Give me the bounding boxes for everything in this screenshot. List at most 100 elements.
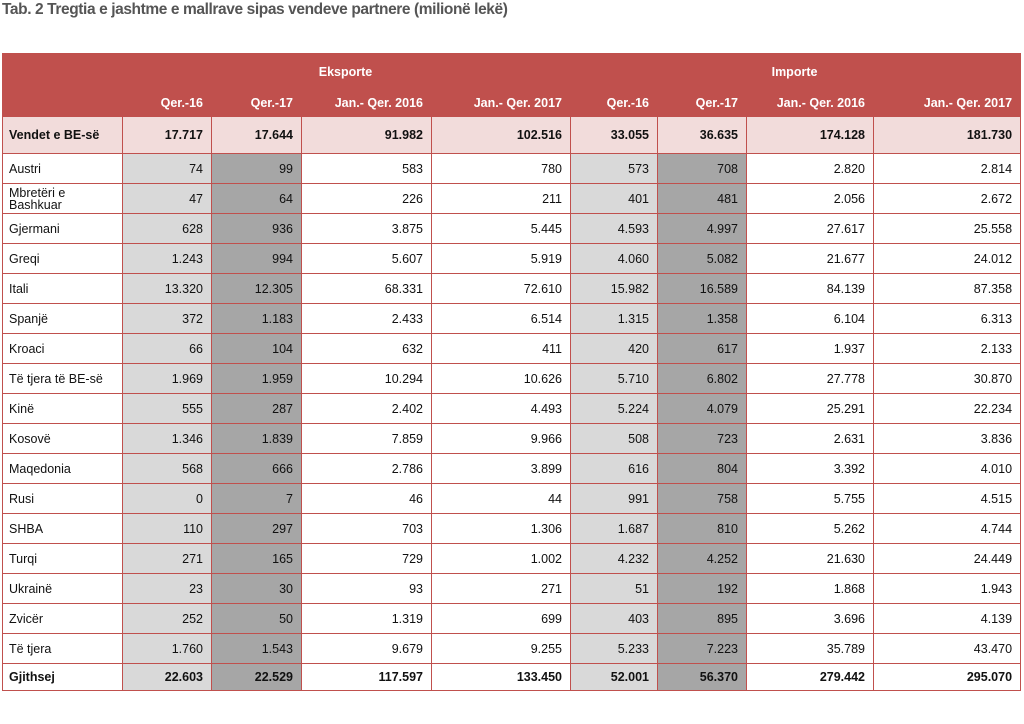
value-cell: 102.516 — [431, 116, 571, 154]
value-cell: 1.760 — [122, 633, 212, 664]
row-label: Greqi — [2, 243, 123, 274]
value-cell: 729 — [301, 543, 432, 574]
value-cell: 74 — [122, 153, 212, 184]
row-label: Spanjë — [2, 303, 123, 334]
row-label: Maqedonia — [2, 453, 123, 484]
value-cell: 708 — [657, 153, 747, 184]
value-cell: 192 — [657, 573, 747, 604]
value-cell: 99 — [211, 153, 302, 184]
table-row: Austri 74 99 583 780 573 708 2.820 2.814 — [2, 153, 1022, 184]
value-cell: 4.139 — [872, 603, 1022, 634]
value-cell: 17.644 — [211, 116, 302, 154]
value-cell: 2.056 — [746, 183, 874, 214]
column-header: Qer.-17 — [657, 89, 747, 117]
value-cell: 64 — [211, 183, 302, 214]
value-cell: 50 — [211, 603, 302, 634]
value-cell: 279.442 — [746, 663, 874, 691]
value-cell: 7 — [211, 483, 302, 514]
row-label: Gjithsej — [2, 663, 123, 691]
value-cell: 3.696 — [746, 603, 874, 634]
table-row: Turqi 271 165 729 1.002 4.232 4.252 21.630 24.44… — [2, 543, 1022, 574]
value-cell: 1.839 — [211, 423, 302, 454]
value-cell: 7.859 — [301, 423, 432, 454]
value-cell: 3.836 — [872, 423, 1022, 454]
value-cell: 895 — [657, 603, 747, 634]
value-cell: 252 — [122, 603, 212, 634]
value-cell: 36.635 — [657, 116, 747, 154]
value-cell: 403 — [570, 603, 658, 634]
value-cell: 91.982 — [301, 116, 432, 154]
table-row: Ukrainë 23 30 93 271 51 192 1.868 1.943 — [2, 573, 1022, 604]
value-cell: 1.183 — [211, 303, 302, 334]
column-header: Jan.- Qer. 2017 — [872, 89, 1022, 117]
value-cell: 24.449 — [872, 543, 1022, 574]
value-cell: 110 — [122, 513, 212, 544]
value-cell: 1.959 — [211, 363, 302, 394]
row-label: Turqi — [2, 543, 123, 574]
value-cell: 181.730 — [872, 116, 1022, 154]
value-cell: 47 — [122, 183, 212, 214]
value-cell: 24.012 — [872, 243, 1022, 274]
value-cell: 1.543 — [211, 633, 302, 664]
value-cell: 703 — [301, 513, 432, 544]
value-cell: 994 — [211, 243, 302, 274]
value-cell: 2.786 — [301, 453, 432, 484]
value-cell: 4.593 — [570, 213, 658, 244]
value-cell: 27.778 — [746, 363, 874, 394]
value-cell: 165 — [211, 543, 302, 574]
table-row: Itali 13.320 12.305 68.331 72.610 15.982 16.58… — [2, 273, 1022, 304]
value-cell: 21.630 — [746, 543, 874, 574]
value-cell: 297 — [211, 513, 302, 544]
value-cell: 666 — [211, 453, 302, 484]
value-cell: 2.672 — [872, 183, 1022, 214]
value-cell: 295.070 — [872, 663, 1022, 691]
value-cell: 5.607 — [301, 243, 432, 274]
value-cell: 2.814 — [872, 153, 1022, 184]
value-cell: 6.313 — [872, 303, 1022, 334]
value-cell: 22.234 — [872, 393, 1022, 424]
group-header-row: Eksporte Importe — [2, 53, 1022, 90]
row-label: Gjermani — [2, 213, 123, 244]
value-cell: 5.445 — [431, 213, 571, 244]
value-cell: 4.010 — [872, 453, 1022, 484]
value-cell: 723 — [657, 423, 747, 454]
value-cell: 4.997 — [657, 213, 747, 244]
value-cell: 1.002 — [431, 543, 571, 574]
value-cell: 2.631 — [746, 423, 874, 454]
value-cell: 13.320 — [122, 273, 212, 304]
value-cell: 5.755 — [746, 483, 874, 514]
value-cell: 2.133 — [872, 333, 1022, 364]
grand-total-row: Gjithsej 22.603 22.529 117.597 133.450 52.001… — [2, 663, 1022, 691]
value-cell: 35.789 — [746, 633, 874, 664]
value-cell: 936 — [211, 213, 302, 244]
value-cell: 3.392 — [746, 453, 874, 484]
table-row: Mbretëri e Bashkuar 47 64 226 211 401 481 2.056… — [2, 183, 1022, 214]
value-cell: 33.055 — [570, 116, 658, 154]
value-cell: 1.319 — [301, 603, 432, 634]
value-cell: 810 — [657, 513, 747, 544]
value-cell: 22.603 — [122, 663, 212, 691]
value-cell: 84.139 — [746, 273, 874, 304]
value-cell: 5.710 — [570, 363, 658, 394]
value-cell: 4.079 — [657, 393, 747, 424]
value-cell: 508 — [570, 423, 658, 454]
value-cell: 87.358 — [872, 273, 1022, 304]
row-label: Itali — [2, 273, 123, 304]
column-header: Jan.- Qer. 2016 — [301, 89, 432, 117]
table-row: Të tjera të BE-së 1.969 1.959 10.294 10.626 5… — [2, 363, 1022, 394]
value-cell: 632 — [301, 333, 432, 364]
value-cell: 2.402 — [301, 393, 432, 424]
value-cell: 3.899 — [431, 453, 571, 484]
row-label: Austri — [2, 153, 123, 184]
value-cell: 72.610 — [431, 273, 571, 304]
value-cell: 21.677 — [746, 243, 874, 274]
value-cell: 23 — [122, 573, 212, 604]
table-row: Kosovë 1.346 1.839 7.859 9.966 508 723 2.631 3.8… — [2, 423, 1022, 454]
table-body: Vendet e BE-së 17.717 17.644 91.982 102.516 3… — [2, 116, 1022, 691]
value-cell: 4.493 — [431, 393, 571, 424]
value-cell: 6.104 — [746, 303, 874, 334]
column-header: Qer.-16 — [570, 89, 658, 117]
value-cell: 1.937 — [746, 333, 874, 364]
value-cell: 4.252 — [657, 543, 747, 574]
value-cell: 30 — [211, 573, 302, 604]
